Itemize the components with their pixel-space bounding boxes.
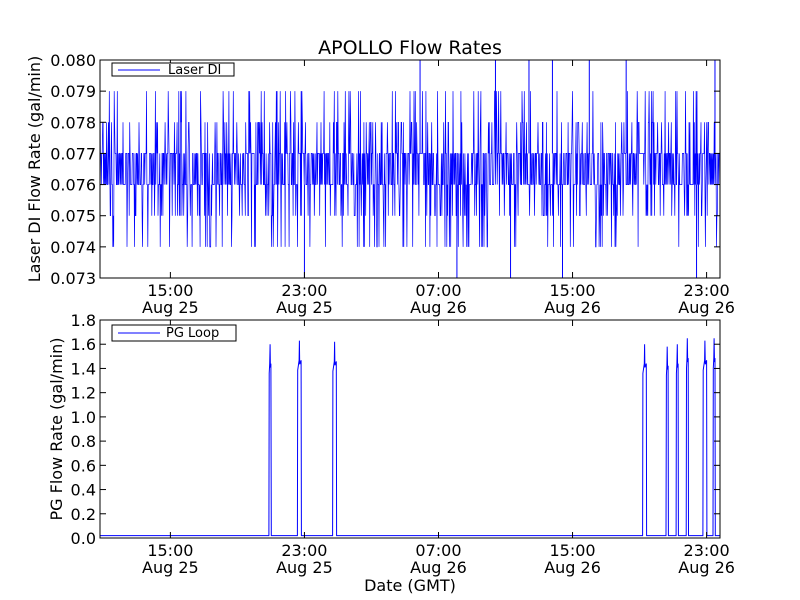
x-tick-time-label: 23:00 [684,541,730,560]
pg-loop-line [100,338,720,537]
y-tick-label: 0.6 [71,456,96,475]
x-tick-date-label: Aug 26 [678,298,735,317]
top-legend-box [111,62,235,77]
x-tick-time-label: 15:00 [147,541,193,560]
x-tick-time-label: 23:00 [684,281,730,300]
bottom-y-axis-label: PG Flow Rate (gal/min) [47,338,66,521]
top-y-axis-label: Laser DI Flow Rate (gal/min) [25,56,44,283]
pg-loop-series-group [100,338,720,537]
top-y-ticks: 0.073 0.074 0.075 0.076 0.077 0.078 0.079 0.080 [50,51,720,288]
laser-di-chart: APOLLO Flow Rates 0.0730.0740.0750.0760.… [25,37,735,317]
y-tick-label: 0.079 [50,82,96,101]
x-tick-time-label: 23:00 [281,281,327,300]
pg-loop-chart: 0.00.20.40.60.81.01.21.41.61.8 15:00Aug … [47,311,735,595]
x-tick-date-label: Aug 26 [544,558,601,577]
y-tick-label: 0.2 [71,505,96,524]
bottom-y-ticks: 0.0 0.2 0.4 0.6 0.8 1.0 1.2 1.4 1.6 1.8 [71,311,720,548]
y-tick-label: 0.080 [50,51,96,70]
y-tick-label: 1.8 [71,311,96,330]
y-tick-label: 1.2 [71,384,96,403]
y-tick-label: 0.0 [71,529,96,548]
x-tick-date-label: Aug 26 [544,298,601,317]
y-tick-label: 1.0 [71,408,96,427]
x-axis-label: Date (GMT) [364,576,456,595]
bottom-legend-box [111,324,237,342]
y-tick-label: 0.073 [50,269,96,288]
y-tick-label: 1.6 [71,335,96,354]
y-tick-label: 0.075 [50,207,96,226]
y-tick-label: 0.4 [71,481,96,500]
x-tick-date-label: Aug 26 [410,298,467,317]
x-tick-time-label: 15:00 [549,281,595,300]
top-legend: Laser DI [111,62,235,78]
y-tick-label: 0.077 [50,144,96,163]
x-tick-date-label: Aug 25 [276,298,333,317]
y-tick-label: 0.8 [71,432,96,451]
chart-title: APOLLO Flow Rates [318,37,502,59]
bottom-plot-frame [99,319,721,539]
x-tick-date-label: Aug 25 [142,298,199,317]
x-tick-date-label: Aug 26 [678,558,735,577]
x-tick-time-label: 07:00 [415,281,461,300]
x-tick-date-label: Aug 25 [142,558,199,577]
x-tick-time-label: 07:00 [415,541,461,560]
y-tick-label: 1.4 [71,359,96,378]
y-tick-label: 0.076 [50,176,96,195]
y-tick-label: 0.074 [50,238,96,257]
y-tick-label: 0.078 [50,113,96,132]
bottom-legend: PG Loop [111,324,237,342]
top-legend-label: Laser DI [168,63,221,78]
laser-di-line [99,90,720,248]
x-tick-time-label: 15:00 [147,281,193,300]
bottom-legend-label: PG Loop [166,326,219,341]
laser-di-series-group [99,60,720,278]
x-tick-date-label: Aug 26 [410,558,467,577]
x-tick-date-label: Aug 25 [276,558,333,577]
top-plot-frame [99,59,721,279]
x-tick-time-label: 15:00 [549,541,595,560]
x-tick-time-label: 23:00 [281,541,327,560]
